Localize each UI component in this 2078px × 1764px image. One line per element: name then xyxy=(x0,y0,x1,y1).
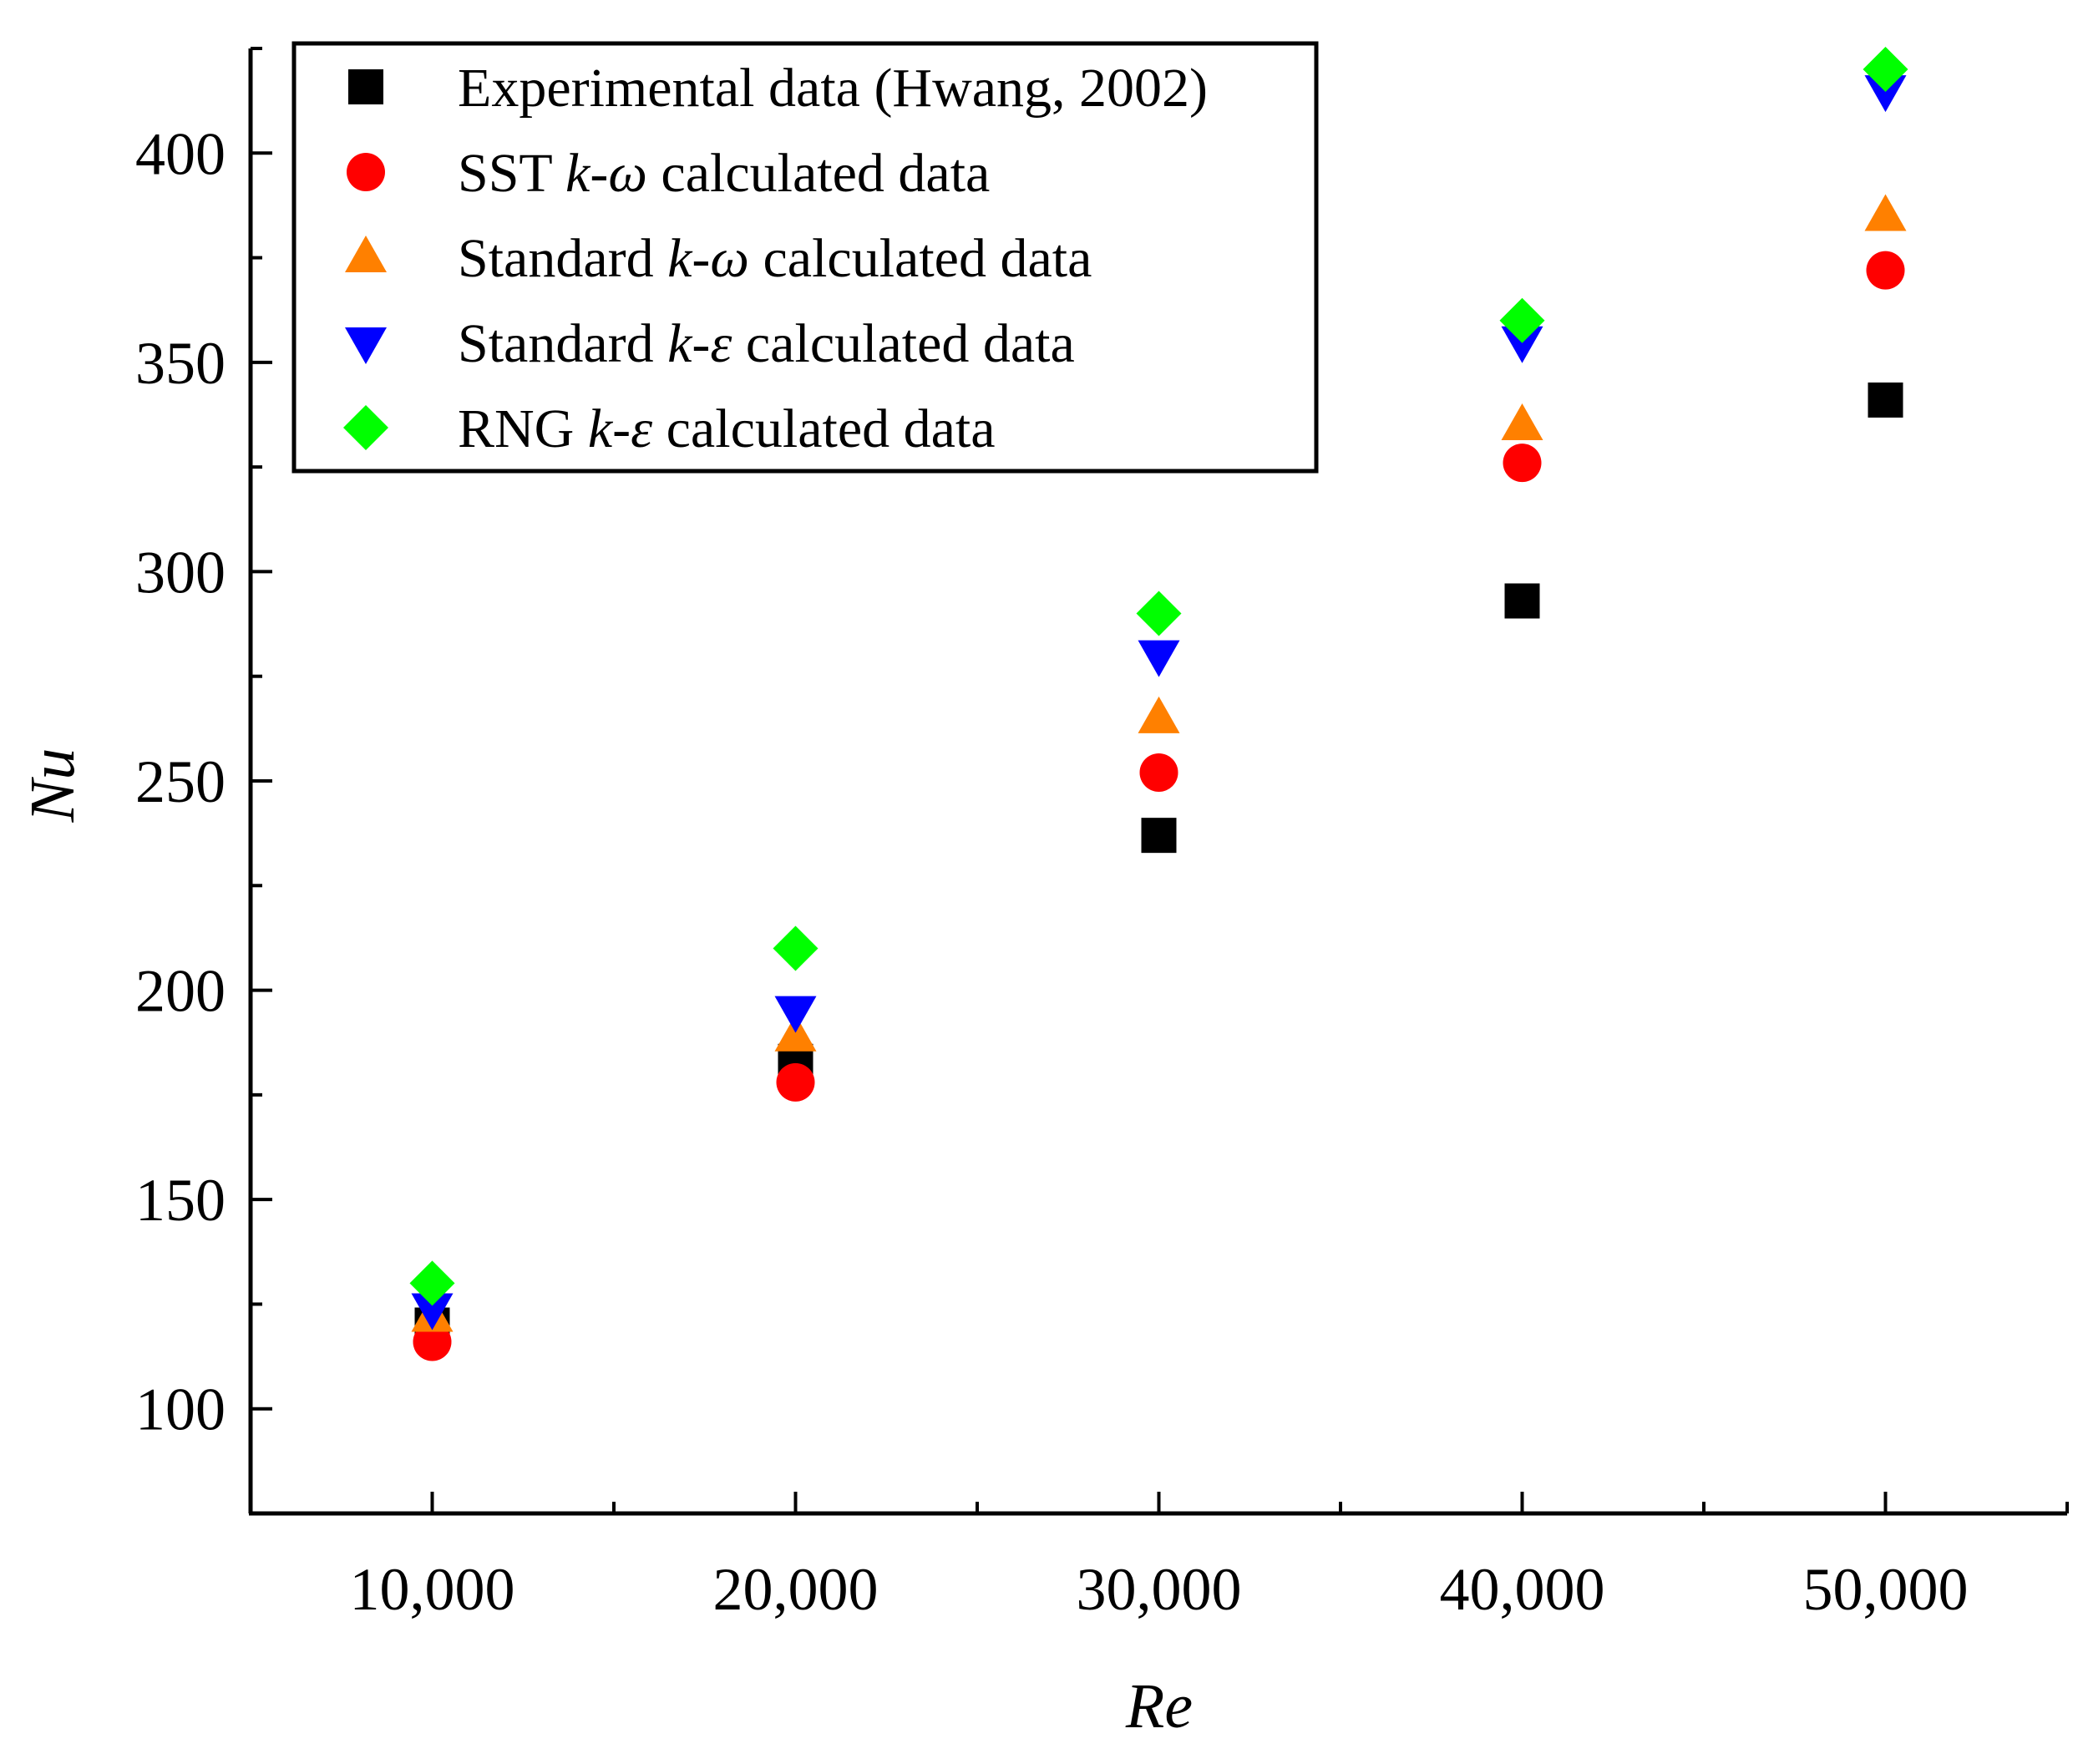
data-point xyxy=(1866,251,1905,290)
series-square xyxy=(414,382,1903,1343)
y-tick-label: 150 xyxy=(135,1167,226,1234)
data-point xyxy=(1138,640,1180,677)
data-point xyxy=(1864,75,1907,113)
data-point xyxy=(1504,583,1540,619)
legend-label: SST k-ω calculated data xyxy=(458,143,990,204)
legend-label: RNG k-ε calculated data xyxy=(458,398,996,459)
legend-label: Standard k-ε calculated data xyxy=(458,313,1075,374)
data-point xyxy=(1501,326,1543,363)
data-point xyxy=(1501,403,1543,441)
y-tick-label: 250 xyxy=(135,748,226,815)
legend: Experimental data (Hwang, 2002) SST k-ω c… xyxy=(291,41,1319,474)
legend-marker xyxy=(343,405,388,450)
y-axis-title: Nu xyxy=(18,748,88,824)
legend-marker xyxy=(347,153,385,191)
data-point xyxy=(1863,47,1908,93)
y-tick-label: 400 xyxy=(135,120,226,187)
data-point xyxy=(1499,297,1545,343)
legend-label: Standard k-ω calculated data xyxy=(458,228,1092,289)
data-point xyxy=(1503,444,1542,483)
data-point xyxy=(774,1014,817,1052)
y-tick-label: 200 xyxy=(135,958,226,1025)
y-tick-label: 100 xyxy=(135,1376,226,1443)
series-circle xyxy=(413,251,1905,1361)
x-tick-label: 40,000 xyxy=(1440,1556,1605,1623)
data-points xyxy=(409,47,1908,1361)
y-tick-label: 300 xyxy=(135,539,226,606)
legend-marker xyxy=(345,327,387,364)
legend-label: Experimental data (Hwang, 2002) xyxy=(458,58,1208,119)
x-axis-title: Re xyxy=(1125,1671,1193,1741)
data-point xyxy=(413,1322,452,1361)
data-point xyxy=(411,1293,454,1331)
series-triangle-up xyxy=(411,194,1907,1332)
x-tick-label: 30,000 xyxy=(1077,1556,1242,1623)
axes: 10,000 20,000 30,000 40,000 50,000 100 150 200 2… xyxy=(135,47,2069,1623)
data-point xyxy=(1141,818,1177,854)
legend-box xyxy=(291,41,1319,474)
data-point xyxy=(409,1260,455,1306)
data-point xyxy=(774,996,817,1033)
data-point xyxy=(1138,696,1180,733)
legend-marker xyxy=(345,236,387,272)
y-tick-label: 350 xyxy=(135,330,226,397)
x-tick-label: 20,000 xyxy=(713,1556,879,1623)
data-point xyxy=(1139,753,1178,792)
data-point xyxy=(1136,591,1182,636)
data-point xyxy=(1868,382,1903,418)
data-point xyxy=(776,1062,815,1102)
series-diamond xyxy=(409,47,1908,1306)
data-point xyxy=(1864,194,1907,231)
data-point xyxy=(773,925,819,971)
x-tick-label: 10,000 xyxy=(350,1556,515,1623)
x-tick-label: 50,000 xyxy=(1803,1556,1969,1623)
series-triangle-down xyxy=(411,75,1907,1331)
legend-marker xyxy=(348,69,383,104)
